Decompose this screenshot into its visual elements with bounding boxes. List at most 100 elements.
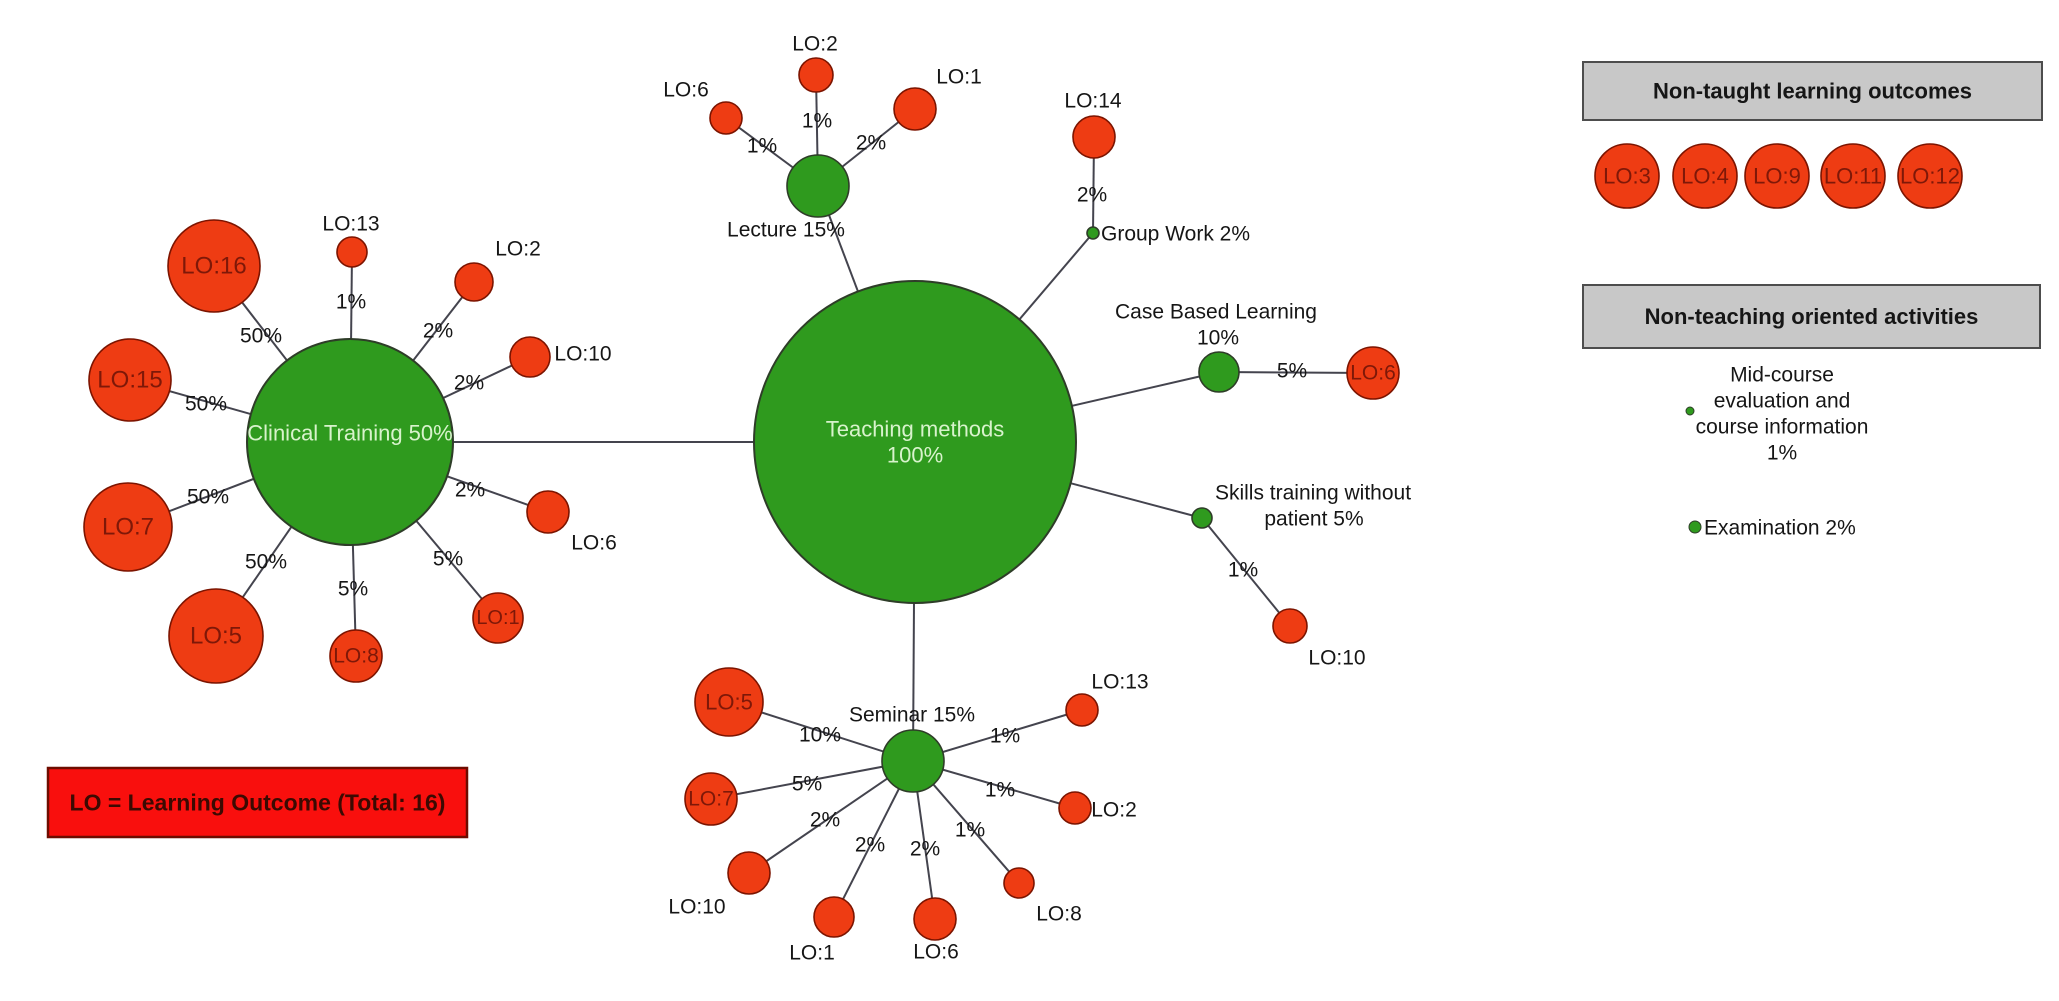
node-c15-label: LO:15 [97,367,162,394]
node-s8-label: LO:8 [1036,903,1082,926]
mid-course-evaluation-label-line-1: evaluation and [1714,390,1851,413]
edge-s7-seminar [710,760,914,800]
node-c2-label: LO:2 [495,238,541,261]
node-s6-label: LO:6 [913,941,959,964]
mid-course-evaluation-label-line-2: course information [1696,416,1869,439]
node-s10-label: LO:10 [668,896,725,919]
edge-label-c6-clinical: 2% [455,479,485,502]
node-s10-circle [727,851,771,895]
edge-label-cbl-cb6: 5% [1277,360,1307,383]
node-c5-circle [168,588,264,684]
node-cb6-label: LO:6 [1350,362,1396,385]
edge-label-skills-sk10: 1% [1228,559,1258,582]
edge-label-c7-clinical: 50% [187,486,229,509]
non-taught-outcome-0-circle [1594,143,1660,209]
edge-label-c2-clinical: 2% [423,320,453,343]
node-cb6-circle [1346,346,1400,400]
node-c8-circle [329,629,383,683]
node-g14-label: LO:14 [1064,90,1122,113]
node-c6-label: LO:6 [571,532,617,555]
node-l6-circle [709,101,743,135]
node-lecture-label: Lecture 15% [727,219,845,242]
node-seminar-circle [881,729,945,793]
mid-course-evaluation-dot [1685,406,1695,416]
node-groupwork-label: Group Work 2% [1101,223,1250,246]
non-taught-outcome-2-circle [1744,143,1810,209]
edge-s10-seminar [748,760,914,874]
edge-label-s1-seminar: 2% [855,834,885,857]
node-c1-label: LO:1 [476,607,519,629]
node-s8-circle [1003,867,1035,899]
edge-label-s8-seminar: 1% [955,819,985,842]
node-cbl-label-line-0: Case Based Learning [1115,301,1317,324]
panel-non-taught-box [1582,61,2043,121]
edge-label-g14-groupwork: 2% [1077,184,1107,207]
node-teaching-label-line-1: 100% [887,443,943,468]
edge-label-c5-clinical: 50% [245,551,287,574]
examination-label-line-0: Examination 2% [1704,517,1856,540]
panel-non-teaching-title: Non-teaching oriented activities [1645,304,1979,329]
legend-box [46,766,469,839]
node-skills-label-line-1: patient 5% [1264,508,1363,531]
edge-label-l1-lecture: 2% [856,132,886,155]
node-l6-label: LO:6 [663,79,709,102]
node-clinical-circle [246,338,454,546]
node-c10-circle [509,336,551,378]
node-s2-label: LO:2 [1091,799,1137,822]
node-teaching-circle [753,280,1077,604]
node-sk10-circle [1272,608,1308,644]
node-sk10-label: LO:10 [1308,647,1365,670]
mid-course-evaluation-label-line-0: Mid-course [1730,364,1834,387]
node-c5-label: LO:5 [190,623,242,650]
node-l2-circle [798,57,834,93]
edge-label-s2-seminar: 1% [985,779,1015,802]
node-c8-label: LO:8 [333,645,379,668]
node-g14-circle [1072,115,1116,159]
node-c1-circle [472,592,524,644]
node-c16-circle [167,219,261,313]
node-s2-circle [1058,791,1092,825]
node-clinical-label: Clinical Training 50% [247,421,452,446]
node-c10-label: LO:10 [554,343,611,366]
non-taught-outcome-1-label: LO:4 [1681,164,1729,189]
non-taught-outcome-4-circle [1897,143,1963,209]
node-seminar-label: Seminar 15% [849,704,975,727]
node-s1-circle [813,896,855,938]
node-l2-label: LO:2 [792,33,838,56]
node-lecture-circle [786,154,850,218]
node-s13-circle [1065,693,1099,727]
node-s13-label: LO:13 [1091,671,1148,694]
non-taught-outcome-3-circle [1820,143,1886,209]
node-teaching-label-line-0: Teaching methods [826,417,1005,442]
node-c13-circle [336,236,368,268]
node-s5-label: LO:5 [705,690,753,715]
non-taught-outcome-3-label: LO:11 [1824,164,1882,189]
edge-label-c15-clinical: 50% [185,393,227,416]
non-taught-outcome-2-label: LO:9 [1753,164,1801,189]
edge-label-s7-seminar: 5% [792,773,822,796]
node-s7-label: LO:7 [688,788,734,811]
node-s6-circle [913,897,957,941]
node-c13-label: LO:13 [322,213,379,236]
node-l1-label: LO:1 [936,66,982,89]
node-skills-circle [1191,507,1213,529]
edge-label-c8-clinical: 5% [338,578,368,601]
edge-skills-sk10 [1201,517,1291,627]
edge-label-c10-clinical: 2% [454,372,484,395]
node-c7-label: LO:7 [102,514,154,541]
non-taught-outcome-1-circle [1672,143,1738,209]
panel-non-taught-title: Non-taught learning outcomes [1653,79,1972,104]
node-c2-circle [454,262,494,302]
node-c15-circle [88,338,172,422]
node-cbl-label-line-1: 10% [1197,327,1239,350]
edge-label-l6-lecture: 1% [747,135,777,158]
node-c6-circle [526,490,570,534]
edge-label-s13-seminar: 1% [990,725,1020,748]
edge-label-c16-clinical: 50% [240,325,282,348]
node-s5-circle [694,667,764,737]
node-c16-label: LO:16 [181,253,246,280]
mid-course-evaluation-label-line-3: 1% [1767,442,1797,465]
edge-label-s5-seminar: 10% [799,724,841,747]
edge-label-c13-clinical: 1% [336,291,366,314]
